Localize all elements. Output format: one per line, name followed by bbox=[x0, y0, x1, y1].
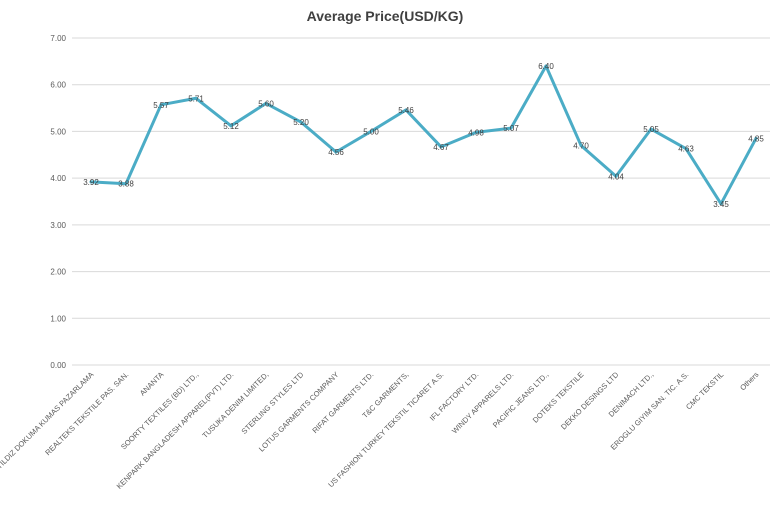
data-point bbox=[194, 96, 198, 100]
data-label: 4.85 bbox=[748, 134, 764, 143]
x-tick-label: STERLING STYLES LTD bbox=[240, 370, 306, 436]
data-point bbox=[334, 150, 338, 154]
series-line bbox=[90, 64, 758, 206]
data-label: 4.67 bbox=[433, 143, 449, 152]
x-tick-label: DEKKO DESINGS LTD bbox=[559, 370, 621, 432]
data-label: 5.00 bbox=[363, 127, 379, 136]
x-tick-label: TUSUKA DENIM LIMITED, bbox=[200, 370, 270, 440]
data-point bbox=[369, 129, 373, 133]
data-point bbox=[614, 174, 618, 178]
y-tick-label: 5.00 bbox=[50, 127, 66, 136]
data-label: 3.45 bbox=[713, 200, 729, 209]
y-tick-label: 0.00 bbox=[50, 361, 66, 370]
data-label: 5.05 bbox=[643, 125, 659, 134]
data-label: 5.07 bbox=[503, 124, 519, 133]
data-label: 4.70 bbox=[573, 141, 589, 150]
data-label: 4.98 bbox=[468, 128, 484, 137]
data-point bbox=[719, 202, 723, 206]
data-point bbox=[649, 127, 653, 131]
y-tick-label: 1.00 bbox=[50, 314, 66, 323]
data-label: 3.88 bbox=[118, 180, 134, 189]
gridlines bbox=[72, 37, 770, 366]
data-label: 4.63 bbox=[678, 145, 694, 154]
data-point bbox=[299, 120, 303, 124]
y-axis-ticks: 0.00 1.00 2.00 3.00 4.00 5.00 6.00 7.00 bbox=[50, 34, 66, 370]
data-point bbox=[229, 124, 233, 128]
data-point bbox=[439, 145, 443, 149]
y-tick-label: 3.00 bbox=[50, 221, 66, 230]
data-labels: 3.92 3.88 5.57 5.71 5.12 5.60 5.20 4.56 5.00 5.46… bbox=[83, 62, 764, 209]
x-tick-label: Others bbox=[738, 370, 760, 392]
data-point bbox=[509, 126, 513, 130]
x-tick-label: WINDY APPARELS LTD. bbox=[450, 370, 515, 435]
data-label: 5.20 bbox=[293, 118, 309, 127]
data-point bbox=[474, 130, 478, 134]
x-tick-label: RIFAT GARMENTS LTD. bbox=[310, 370, 375, 435]
data-point bbox=[404, 108, 408, 112]
data-label: 4.56 bbox=[328, 148, 344, 157]
data-point bbox=[159, 103, 163, 107]
data-point bbox=[124, 182, 128, 186]
data-label: 5.12 bbox=[223, 122, 239, 131]
data-label: 5.60 bbox=[258, 99, 274, 108]
data-point bbox=[89, 180, 93, 184]
y-tick-label: 4.00 bbox=[50, 174, 66, 183]
data-point bbox=[684, 147, 688, 151]
data-label: 4.04 bbox=[608, 172, 624, 181]
y-tick-label: 7.00 bbox=[50, 34, 66, 43]
y-tick-label: 2.00 bbox=[50, 268, 66, 277]
x-tick-label: EROGLU GIYIM SAN. TIC. A.S. bbox=[609, 370, 691, 452]
data-label: 6.40 bbox=[538, 62, 554, 71]
y-tick-label: 6.00 bbox=[50, 81, 66, 90]
data-point bbox=[579, 143, 583, 147]
chart-title: Average Price(USD/KG) bbox=[307, 8, 464, 24]
data-point bbox=[754, 136, 758, 140]
data-label: 5.57 bbox=[153, 101, 169, 110]
x-tick-label: ANANTA bbox=[138, 370, 165, 397]
data-label: 5.46 bbox=[398, 106, 414, 115]
series-line-layer bbox=[89, 64, 758, 206]
data-label: 5.71 bbox=[188, 94, 204, 103]
data-point bbox=[264, 101, 268, 105]
data-label: 3.92 bbox=[83, 178, 99, 187]
x-tick-label: CMC TEKSTIL bbox=[684, 370, 725, 411]
data-point bbox=[544, 64, 548, 68]
